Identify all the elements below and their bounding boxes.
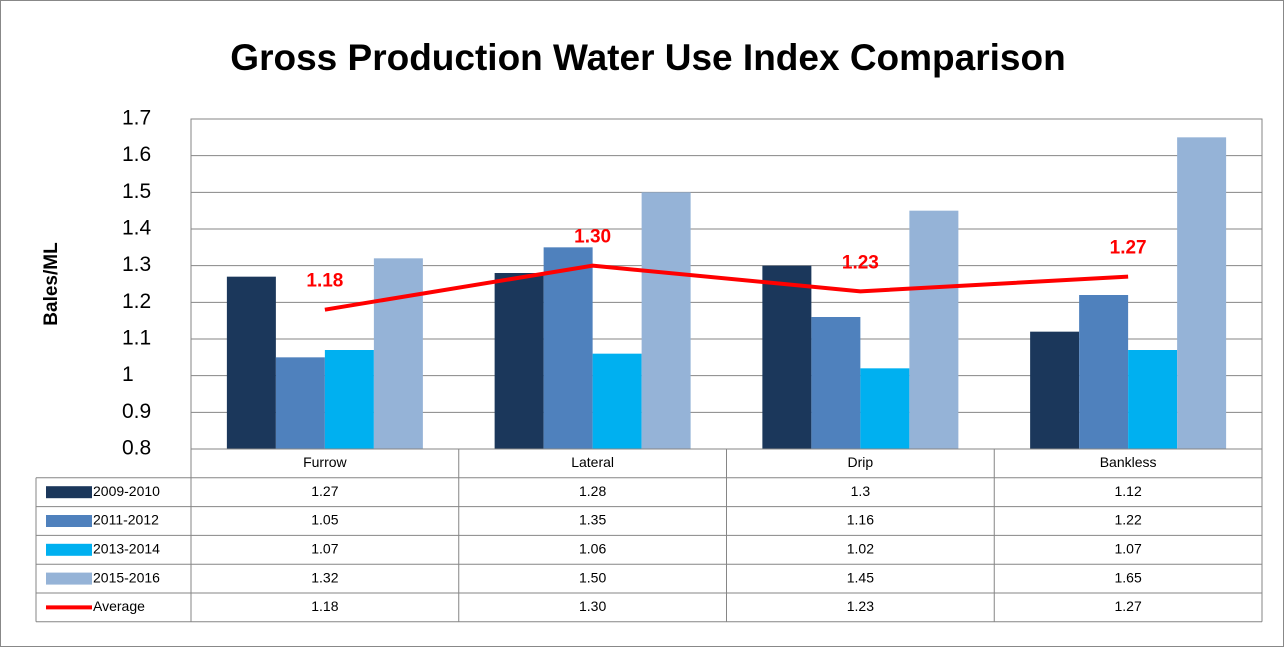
- legend-swatch: [46, 543, 92, 556]
- bar: [860, 368, 910, 449]
- y-tick-label: 1.5: [122, 180, 151, 203]
- legend-swatch: [46, 515, 92, 527]
- table-value: 1.27: [1115, 598, 1142, 614]
- table-value: 1.3: [851, 483, 871, 499]
- legend-swatch: [46, 486, 92, 499]
- bar: [592, 353, 642, 449]
- y-tick-label: 1.4: [122, 217, 152, 240]
- bar: [1079, 295, 1129, 449]
- y-tick-label: 1.2: [122, 290, 151, 313]
- legend-label: Average: [93, 598, 145, 614]
- table-value: 1.02: [847, 541, 874, 557]
- bar: [226, 276, 276, 449]
- y-tick-label: 1.1: [122, 327, 151, 350]
- y-tick-label: 0.8: [122, 437, 151, 460]
- bar: [1177, 137, 1227, 450]
- table-value: 1.07: [311, 541, 338, 557]
- bar: [494, 273, 544, 449]
- bar: [909, 210, 959, 449]
- bar: [324, 350, 374, 449]
- legend-label: 2011-2012: [93, 512, 159, 528]
- y-tick-label: 0.9: [122, 400, 151, 423]
- chart-title: Gross Production Water Use Index Compari…: [230, 37, 1065, 78]
- category-label: Bankless: [1100, 454, 1157, 470]
- bar: [1030, 331, 1080, 449]
- table-value: 1.45: [847, 569, 874, 585]
- table-value: 1.05: [311, 512, 338, 528]
- bar: [641, 192, 691, 450]
- data-label: 1.23: [842, 252, 879, 273]
- table-value: 1.07: [1115, 541, 1142, 557]
- table-value: 1.27: [311, 483, 338, 499]
- data-label: 1.27: [1110, 238, 1147, 259]
- category-label: Drip: [848, 454, 874, 470]
- bar: [373, 258, 423, 449]
- bar: [543, 247, 593, 449]
- y-axis-label: Bales/ML: [41, 242, 62, 326]
- bar: [811, 317, 861, 449]
- table-value: 1.50: [579, 569, 606, 585]
- category-label: Lateral: [571, 454, 614, 470]
- table-value: 1.65: [1115, 569, 1142, 585]
- bar: [1128, 350, 1178, 449]
- legend-swatch: [46, 572, 92, 585]
- y-tick-label: 1.6: [122, 143, 151, 166]
- bar: [275, 357, 325, 449]
- bar: [762, 265, 812, 449]
- category-label: Furrow: [303, 454, 347, 470]
- table-value: 1.28: [579, 483, 606, 499]
- table-value: 1.12: [1115, 483, 1142, 499]
- average-line: [324, 263, 1129, 312]
- table-value: 1.35: [579, 512, 606, 528]
- table-value: 1.18: [311, 598, 338, 614]
- y-tick-label: 1.3: [122, 253, 151, 276]
- y-tick-label: 1.7: [122, 107, 151, 130]
- legend-label: 2015-2016: [93, 569, 160, 585]
- legend-label: 2009-2010: [93, 483, 160, 499]
- legend-label: 2013-2014: [93, 541, 160, 557]
- table-value: 1.23: [847, 598, 874, 614]
- table-value: 1.32: [311, 569, 338, 585]
- data-label: 1.30: [574, 227, 611, 248]
- y-tick-label: 1: [122, 363, 134, 386]
- table-value: 1.16: [847, 512, 874, 528]
- table-value: 1.22: [1115, 512, 1142, 528]
- table-value: 1.06: [579, 541, 606, 557]
- table-value: 1.30: [579, 598, 606, 614]
- data-label: 1.18: [306, 271, 343, 292]
